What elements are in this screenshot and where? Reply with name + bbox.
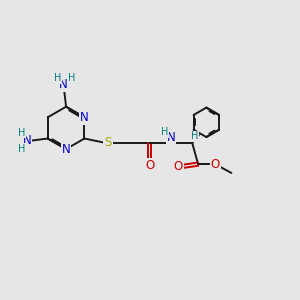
Text: N: N bbox=[167, 130, 176, 143]
Text: H: H bbox=[191, 131, 198, 142]
Text: H: H bbox=[54, 74, 61, 83]
Text: O: O bbox=[211, 158, 220, 171]
Text: H: H bbox=[17, 143, 25, 154]
Text: O: O bbox=[174, 160, 183, 173]
Text: H: H bbox=[161, 127, 168, 137]
Text: N: N bbox=[62, 142, 70, 156]
Text: N: N bbox=[59, 78, 68, 91]
Text: O: O bbox=[145, 159, 154, 172]
Text: N: N bbox=[80, 111, 89, 124]
Text: N: N bbox=[23, 134, 32, 147]
Text: H: H bbox=[17, 128, 25, 138]
Text: H: H bbox=[68, 74, 75, 83]
Text: S: S bbox=[104, 136, 112, 149]
